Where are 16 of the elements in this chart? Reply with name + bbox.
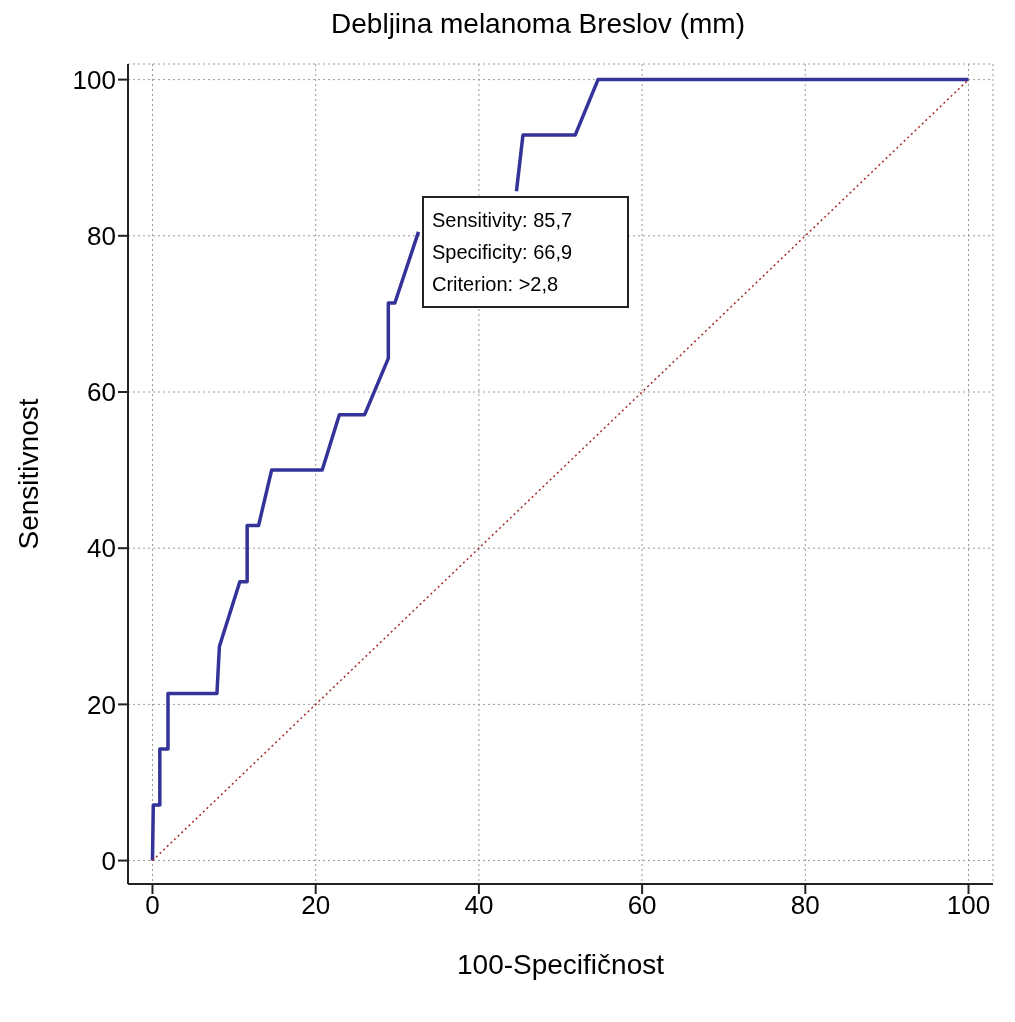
annotation: Sensitivity: 85,7 Specificity: 66,9 Criterion: >2,8 [432, 208, 573, 297]
x-axis-title: 100-Specifičnost [456, 949, 665, 980]
x-tick-label: 0 [145, 890, 160, 921]
x-tick-label: 60 [627, 890, 657, 921]
x-tick-label: 40 [464, 890, 494, 921]
y-tick-label: 20 [87, 689, 116, 720]
y-tick-label: 80 [87, 221, 116, 252]
y-tick-label: 100 [72, 64, 116, 95]
x-tick-label: 80 [790, 890, 820, 921]
y-tick-label: 40 [87, 533, 116, 564]
y-axis-title: Sensitivnost [12, 398, 44, 550]
y-tick-label: 60 [87, 377, 116, 408]
x-tick-label: 100 [946, 890, 991, 921]
y-tick-label: 0 [101, 845, 116, 876]
x-tick-label: 20 [301, 890, 331, 921]
chart-title: Debljina melanoma Breslov (mm) [330, 8, 746, 40]
